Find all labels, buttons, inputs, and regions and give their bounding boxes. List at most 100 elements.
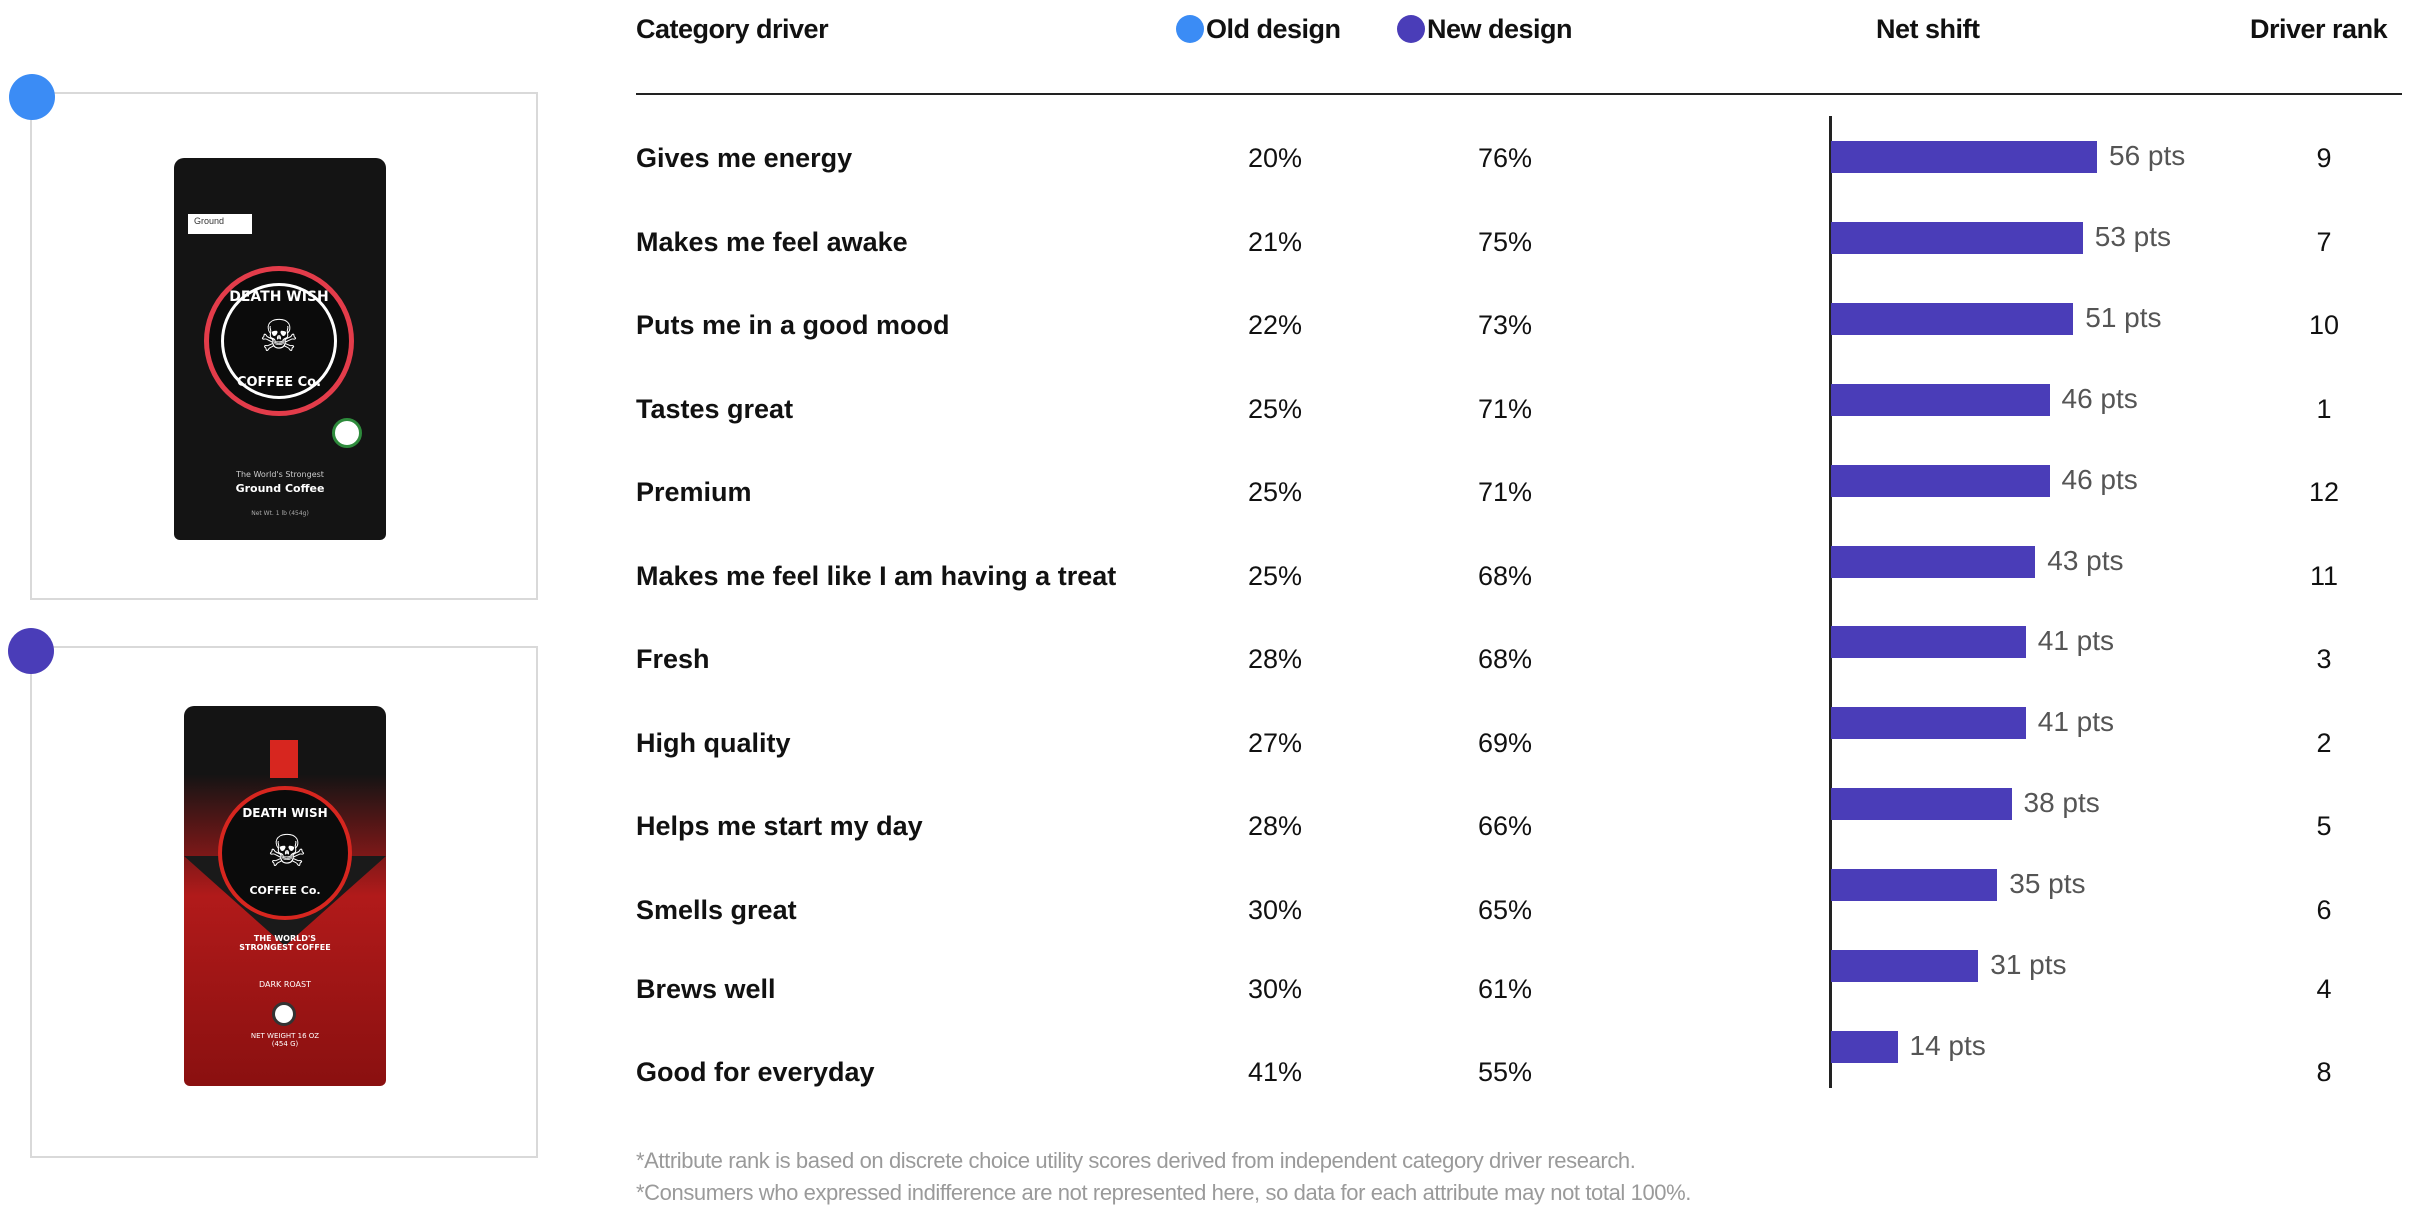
bag-weight: NET WEIGHT 16 OZ (454 G) [250,1032,320,1048]
net-shift-bar [1831,303,2074,335]
driver-rank-value: 11 [2309,561,2339,591]
brand-bottom: COFFEE Co. [236,375,322,390]
footnote-indifference: *Consumers who expressed indifference ar… [636,1180,1692,1205]
brand-top: DEATH WISH [242,806,328,820]
old-design-value: 27% [1248,728,1303,758]
table-row: Good for everyday 41% 55% 8 [0,1042,2416,1102]
bag-tagline: THE WORLD'S STRONGEST COFFEE [239,934,331,952]
footnote-attribute-rank: *Attribute rank is based on discrete cho… [636,1148,1636,1173]
new-design-value: 71% [1478,394,1533,424]
driver-label: Fresh [636,644,710,674]
table-row: Smells great 30% 65% 6 [0,880,2416,940]
driver-rank-value: 1 [2316,394,2332,424]
old-design-value: 25% [1248,561,1303,591]
header-driver-rank: Driver rank [2250,14,2388,44]
organic-seal-icon [272,1002,296,1026]
table-row: Gives me energy 20% 76% 9 [0,128,2416,188]
net-shift-bar [1831,141,2097,173]
net-shift-bar [1831,707,2026,739]
old-design-value: 20% [1248,143,1303,173]
old-design-value: 22% [1248,310,1303,340]
old-design-bag: Ground ☠ DEATH WISH COFFEE Co. The World… [174,158,386,540]
brand-bottom: COFFEE Co. [249,884,321,897]
table-row: Helps me start my day 28% 66% 5 [0,796,2416,856]
driver-label: Puts me in a good mood [636,310,950,340]
driver-rank-value: 7 [2316,227,2332,257]
net-shift-bar [1831,465,2050,497]
net-shift-label: 41 pts [2037,706,2115,737]
header-net-shift: Net shift [1876,14,1980,44]
bag-ribbon [270,740,298,778]
net-shift-label: 41 pts [2037,625,2115,656]
driver-label: Smells great [636,895,797,925]
new-design-value: 61% [1478,974,1533,1004]
table-row: Premium 25% 71% 12 [0,462,2416,522]
skull-icon: ☠ [267,827,307,876]
old-design-value: 25% [1248,477,1303,507]
net-shift-bar [1831,950,1979,982]
net-shift-bar [1831,788,2012,820]
driver-label: Helps me start my day [636,811,923,841]
net-shift-label: 31 pts [1990,949,2067,980]
driver-rank-value: 3 [2316,644,2332,674]
new-design-value: 65% [1478,895,1533,925]
organic-seal-icon [332,418,362,448]
net-shift-bar [1831,546,2036,578]
header-category-driver: Category driver [636,14,829,44]
header-divider [636,93,2402,95]
old-design-value: 25% [1248,394,1303,424]
bag-tagline: The World's Strongest [236,470,324,479]
net-shift-label: 38 pts [2023,787,2100,818]
new-design-value: 55% [1478,1057,1533,1087]
new-design-value: 68% [1478,644,1533,674]
table-row: Makes me feel like I am having a treat 25… [0,546,2416,606]
net-shift-label: 35 pts [2009,868,2086,899]
legend-new-dot [1397,15,1425,43]
new-design-value: 73% [1478,310,1533,340]
net-shift-bar [1831,222,2083,254]
net-shift-label: 53 pts [2094,221,2172,252]
net-shift-label: 43 pts [2047,545,2124,576]
old-design-value: 21% [1248,227,1303,257]
old-design-value: 28% [1248,644,1303,674]
net-shift-bar [1831,384,2050,416]
brand-emblem: ☠ DEATH WISH COFFEE Co. [204,266,354,416]
brand-top: DEATH WISH [229,289,329,305]
table-row: Fresh 28% 68% 3 [0,629,2416,689]
driver-label: Makes me feel awake [636,227,908,257]
old-design-dot [9,74,55,120]
net-shift-axis [1829,116,1832,1088]
bag-weight: Net Wt. 1 lb (454g) [251,510,309,517]
net-shift-bar [1831,626,2026,658]
driver-rank-value: 6 [2316,895,2332,925]
driver-label: Gives me energy [636,143,853,173]
net-shift-bar [1831,869,1998,901]
driver-label: Brews well [636,974,776,1004]
legend-new-design: New design [1397,14,1573,45]
legend-old-label: Old design [1206,14,1341,44]
net-shift-label: 46 pts [2061,383,2138,414]
driver-rank-value: 4 [2316,974,2332,1004]
old-design-value: 28% [1248,811,1303,841]
legend-old-design: Old design [1176,14,1341,45]
net-shift-label: 56 pts [2109,140,2186,171]
driver-rank-value: 8 [2316,1057,2332,1087]
table-row: Makes me feel awake 21% 75% 7 [0,212,2416,272]
new-design-value: 68% [1478,561,1533,591]
old-design-value: 41% [1248,1057,1303,1087]
bag-strip: Ground [188,214,252,234]
skull-icon: ☠ [259,312,299,361]
driver-label: Tastes great [636,394,794,424]
driver-rank-value: 9 [2316,143,2332,173]
driver-rank-value: 10 [2308,310,2340,340]
table-row: Tastes great 25% 71% 1 [0,379,2416,439]
brand-emblem: ☠ DEATH WISH COFFEE Co. [218,786,352,920]
driver-label: High quality [636,728,791,758]
net-shift-label: 46 pts [2061,464,2138,495]
driver-label: Good for everyday [636,1057,875,1087]
new-design-value: 69% [1478,728,1533,758]
driver-rank-value: 12 [2308,477,2340,507]
net-shift-label: 51 pts [2085,302,2162,333]
new-design-dot [8,628,54,674]
new-design-value: 71% [1478,477,1533,507]
